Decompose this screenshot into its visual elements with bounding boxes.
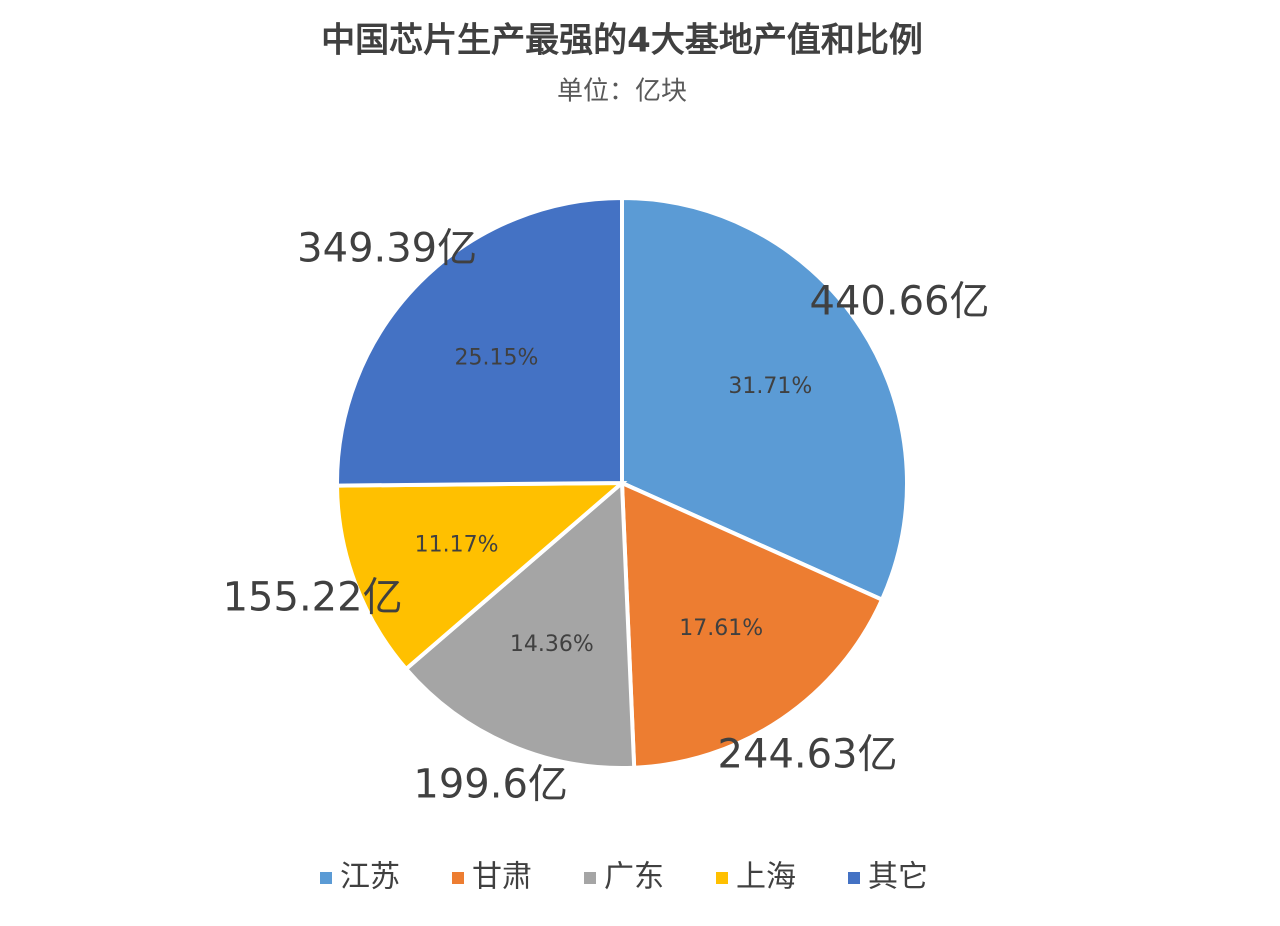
legend-label: 甘肃 xyxy=(472,860,532,895)
chart-subtitle: 单位：亿块 xyxy=(557,77,687,107)
percent-label: 31.71% xyxy=(728,374,812,399)
legend-marker xyxy=(452,872,464,884)
legend-marker xyxy=(716,872,728,884)
pie-slice xyxy=(335,195,624,488)
pie-slice xyxy=(334,480,628,672)
pie-slice xyxy=(403,478,637,770)
value-label: 244.63亿 xyxy=(718,732,898,778)
legend-marker xyxy=(584,872,596,884)
value-label: 349.39亿 xyxy=(297,225,477,271)
pie-slice xyxy=(620,195,909,603)
percent-label: 25.15% xyxy=(455,346,539,371)
percent-label: 11.17% xyxy=(415,532,499,557)
pie-slice xyxy=(619,479,885,770)
legend-marker xyxy=(848,872,860,884)
legend-label: 广东 xyxy=(604,860,664,895)
chart-title: 中国芯片生产最强的4大基地产值和比例 xyxy=(321,21,923,61)
legend-label: 江苏 xyxy=(340,860,400,895)
percent-label: 17.61% xyxy=(679,616,763,641)
value-label: 155.22亿 xyxy=(223,574,403,620)
legend-label: 其它 xyxy=(868,860,928,895)
value-label: 440.66亿 xyxy=(810,278,990,324)
value-label: 199.6亿 xyxy=(413,761,568,807)
legend-label: 上海 xyxy=(736,860,796,895)
legend-marker xyxy=(320,872,332,884)
percent-label: 14.36% xyxy=(510,632,594,657)
